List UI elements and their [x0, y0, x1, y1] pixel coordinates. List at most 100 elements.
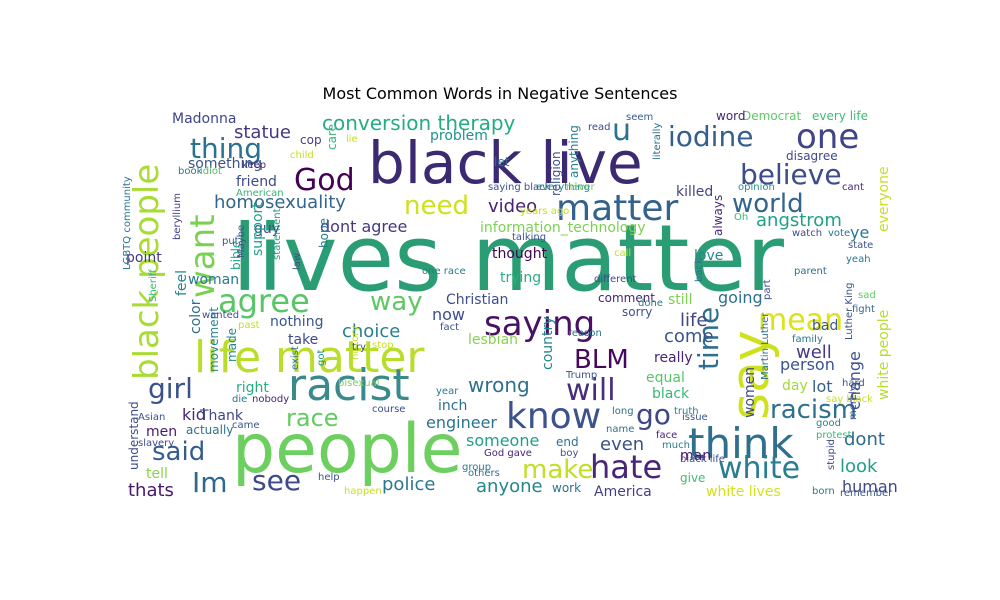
word-year: year: [436, 386, 459, 397]
word-happen: happen: [344, 486, 382, 497]
word-color: color: [188, 299, 204, 334]
word-white-people: white people: [876, 310, 892, 400]
word-put: put: [222, 236, 239, 247]
word-course: course: [372, 404, 405, 415]
word-issue: issue: [682, 412, 708, 423]
word-madonna: Madonna: [172, 111, 236, 127]
word-oh: Oh: [734, 212, 748, 223]
word-world: world: [732, 189, 804, 219]
word-will: will: [566, 373, 616, 408]
word-bisexual: bisexual: [338, 378, 379, 389]
word-lgbtq-community: LGBTQ community: [122, 176, 133, 270]
word-boy: boy: [560, 448, 578, 459]
word-help: help: [318, 472, 340, 483]
word-black: black: [652, 386, 690, 402]
word-point: point: [126, 250, 162, 266]
word-thought: thought: [492, 246, 548, 262]
word-call: call: [614, 248, 631, 259]
word-choice: choice: [342, 321, 400, 342]
word-mean: mean: [758, 303, 843, 338]
word-tell: tell: [146, 466, 168, 482]
word-inch: inch: [438, 398, 467, 414]
word-know: know: [506, 396, 601, 437]
word-conversion-therapy: conversion therapy: [322, 111, 516, 135]
word-dont-agree: dont agree: [320, 217, 407, 236]
word-long: long: [612, 406, 634, 417]
word-lot: lot: [812, 377, 833, 396]
word-try: try: [352, 342, 366, 353]
word-stop: stop: [372, 340, 394, 351]
word-homosexuality: homosexuality: [214, 192, 346, 213]
word-child: child: [290, 150, 314, 161]
word-american: American: [236, 188, 284, 199]
word-opinion: opinion: [738, 182, 775, 193]
word-racism: racism: [770, 395, 857, 425]
word-vote: vote: [828, 228, 850, 239]
word-equal: equal: [646, 370, 685, 386]
word-done: done: [638, 298, 663, 309]
word-agree: agree: [218, 282, 310, 320]
word-family: family: [792, 334, 823, 345]
word-god-gave: God gave: [484, 448, 532, 459]
word-stupid: stupid: [826, 439, 837, 470]
word-martin-luther: Martin Luther: [760, 312, 771, 380]
word-read: read: [588, 122, 611, 133]
word-idiot: idiot: [200, 166, 222, 177]
word-state: state: [848, 240, 873, 251]
word-history: history: [350, 326, 361, 360]
word-people: people: [232, 410, 463, 489]
word-lie: lie: [346, 134, 358, 145]
word-even: even: [600, 434, 644, 455]
word-made: made: [225, 328, 239, 362]
word-protest: protest: [816, 430, 852, 441]
word-fact: fact: [440, 322, 459, 333]
word-trying: trying: [500, 270, 541, 286]
word-something: something: [188, 156, 262, 172]
word-care: care: [325, 124, 339, 150]
word-sorry: sorry: [622, 305, 652, 319]
word-keep: keep: [242, 160, 266, 171]
word-look: look: [840, 456, 878, 477]
word-thing: thing: [190, 132, 262, 165]
word-support: support: [250, 202, 266, 256]
word-thats: thats: [128, 480, 174, 501]
word-believe: believe: [740, 158, 842, 191]
word-back: back: [694, 258, 705, 282]
word-face: face: [656, 430, 677, 441]
word-lesbian: lesbian: [468, 332, 518, 348]
word-exist: exist: [290, 346, 301, 370]
word-feel: feel: [174, 270, 190, 296]
word-white-lives: white lives: [706, 484, 781, 500]
word-life-matter: life matter: [194, 332, 425, 383]
word-friend: friend: [236, 174, 277, 190]
word-saying: saying: [484, 304, 595, 344]
word-got: got: [316, 350, 327, 366]
word-woman: woman: [188, 272, 239, 288]
word-different: different: [594, 274, 637, 285]
word-black-people: black people: [127, 164, 167, 380]
word-reason: reason: [568, 328, 602, 339]
word-everything: everything: [536, 182, 590, 193]
word-group: group: [462, 462, 491, 473]
word-say-black: say black: [826, 394, 873, 405]
word-comment: comment: [598, 291, 655, 305]
word-remember: remember: [840, 488, 893, 499]
word-every-life: every life: [812, 109, 868, 123]
word-life: life: [680, 310, 707, 331]
word-name: name: [606, 424, 634, 435]
word-good: good: [816, 418, 841, 429]
word-part: part: [762, 279, 773, 300]
word-everyone: everyone: [876, 166, 892, 232]
word-information-technology: information_technology: [480, 220, 646, 236]
word-need: need: [404, 191, 469, 221]
word-came: came: [232, 420, 260, 431]
word-let: let: [494, 155, 510, 169]
word-fight: fight: [852, 304, 875, 315]
word-girl: girl: [148, 372, 193, 405]
word-work: work: [552, 481, 581, 495]
word-yeah: yeah: [846, 254, 871, 265]
word-seem: seem: [626, 112, 653, 123]
word-change: change: [845, 351, 864, 410]
word-wrong: wrong: [468, 373, 530, 397]
word-hard: hard: [842, 378, 865, 389]
